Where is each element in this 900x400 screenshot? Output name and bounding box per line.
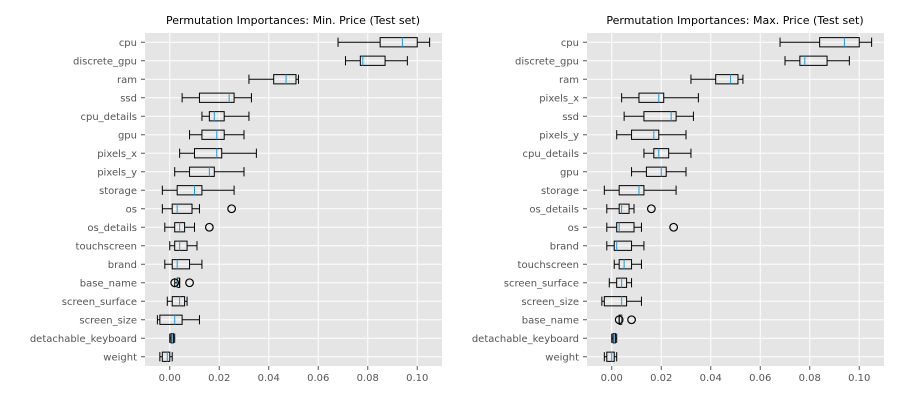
y-tick-label: detachable_keyboard [472, 334, 579, 345]
x-tick-label: 0.06 [749, 373, 771, 384]
y-tick-label: base_name [80, 278, 137, 289]
chart-min-price: Permutation Importances: Min. Price (Tes… [30, 14, 442, 384]
box-storage [618, 185, 645, 196]
box-discrete_gpu [359, 55, 386, 66]
y-tick-label: ssd [120, 93, 137, 104]
box-gpu [645, 166, 667, 177]
y-tick-label: ram [559, 75, 579, 86]
box-ssd [198, 92, 235, 103]
y-tick-label: os [568, 223, 579, 234]
box-os [171, 203, 193, 214]
y-tick-label: gpu [118, 130, 137, 141]
x-tick-label: 0.02 [208, 373, 230, 384]
box-touchscreen [618, 259, 633, 270]
box-ssd [643, 111, 677, 122]
y-tick-label: pixels_y [539, 130, 579, 141]
y-tick-label: weight [103, 352, 137, 363]
box-screen_size [603, 296, 628, 307]
outlier-point [614, 315, 624, 325]
y-tick-label: brand [550, 241, 579, 252]
box-cpu_details [653, 148, 670, 159]
x-tick-label: 0.08 [799, 373, 821, 384]
outlier-point [646, 204, 656, 214]
y-tick-label: cpu_details [523, 149, 580, 160]
box-weight [161, 351, 171, 362]
x-tick-label: 0.06 [307, 373, 329, 384]
y-tick-label: storage [541, 186, 579, 197]
y-tick-label: pixels_x [97, 149, 137, 160]
y-tick-label: cpu [119, 38, 137, 49]
box-ram [715, 74, 739, 85]
box-pixels_x [194, 148, 223, 159]
chart-title: Permutation Importances: Min. Price (Tes… [166, 14, 420, 27]
box-brand [613, 240, 633, 251]
box-pixels_y [189, 166, 215, 177]
outlier-point [669, 222, 679, 232]
y-tick-label: screen_surface [504, 278, 579, 289]
x-tick-label: 0.04 [700, 373, 722, 384]
x-tick-label: 0.00 [601, 373, 623, 384]
x-tick-label: 0.00 [159, 373, 181, 384]
box-os_details [618, 203, 630, 214]
box-cpu [379, 37, 418, 48]
box-touchscreen [174, 240, 188, 251]
x-tick-label: 0.02 [650, 373, 672, 384]
y-tick-label: base_name [522, 315, 579, 326]
y-tick-label: cpu [561, 38, 579, 49]
box-ram [273, 74, 297, 85]
y-tick-label: detachable_keyboard [30, 334, 137, 345]
box-brand [171, 259, 191, 270]
chart-max-price: Permutation Importances: Max. Price (Tes… [472, 14, 884, 384]
y-tick-label: discrete_gpu [515, 56, 579, 67]
box-weight [606, 351, 615, 362]
box-cpu_details [208, 111, 225, 122]
y-tick-label: cpu_details [81, 112, 138, 123]
y-tick-label: pixels_y [97, 167, 137, 178]
x-tick-label: 0.04 [258, 373, 280, 384]
box-storage [176, 185, 203, 196]
y-tick-label: pixels_x [539, 93, 579, 104]
y-tick-label: brand [108, 260, 137, 271]
box-cpu [819, 37, 860, 48]
outlier-point [204, 222, 214, 232]
box-gpu [201, 129, 225, 140]
box-pixels_y [631, 129, 660, 140]
y-tick-label: screen_surface [62, 297, 137, 308]
y-tick-label: os [126, 204, 137, 215]
box-discrete_gpu [799, 55, 828, 66]
plot-area [587, 33, 884, 366]
y-tick-label: discrete_gpu [73, 56, 137, 67]
x-tick-label: 0.08 [357, 373, 379, 384]
y-tick-label: ssd [562, 112, 579, 123]
box-screen_size [159, 314, 183, 325]
box-pixels_x [638, 92, 665, 103]
outlier-point [185, 278, 194, 288]
chart-title: Permutation Importances: Max. Price (Tes… [606, 14, 863, 27]
y-tick-label: screen_size [79, 315, 137, 326]
box-os [616, 222, 635, 233]
y-tick-label: ram [117, 75, 137, 86]
y-tick-label: gpu [560, 167, 579, 178]
x-tick-label: 0.10 [406, 373, 428, 384]
y-tick-label: touchscreen [518, 260, 579, 271]
outlier-point [627, 315, 636, 325]
outlier-point [170, 278, 180, 288]
x-tick-label: 0.10 [848, 373, 870, 384]
y-tick-label: storage [99, 186, 137, 197]
plot-area [145, 33, 442, 366]
outlier-point [227, 204, 237, 214]
y-tick-label: touchscreen [76, 241, 137, 252]
y-tick-label: screen_size [521, 297, 579, 308]
y-tick-label: os_details [87, 223, 137, 234]
box-screen_surface [171, 296, 186, 307]
y-tick-label: os_details [529, 204, 579, 215]
y-tick-label: weight [545, 352, 579, 363]
